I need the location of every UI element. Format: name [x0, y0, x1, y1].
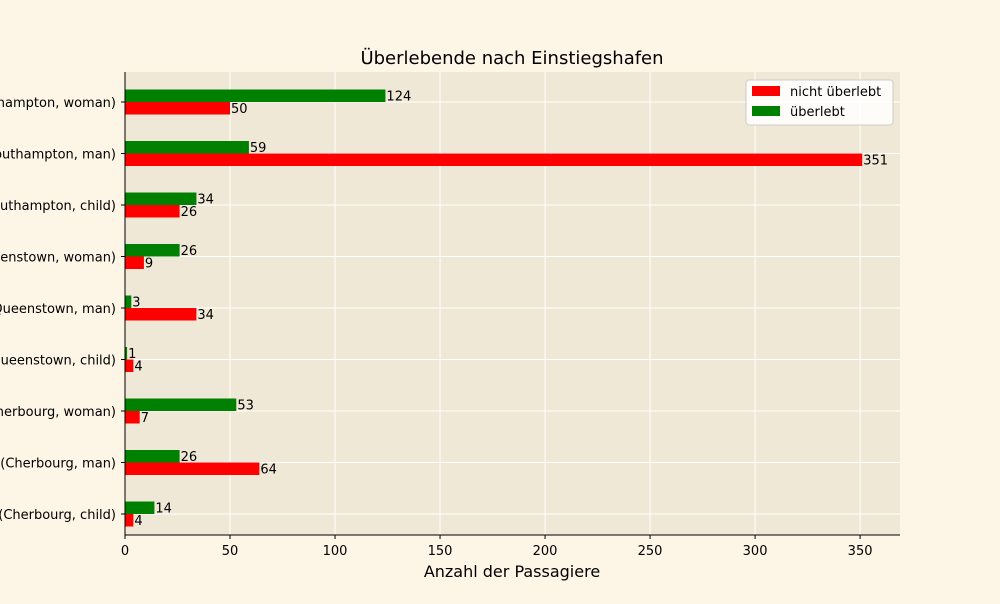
- y-tick-label: (Southampton, child): [0, 199, 116, 214]
- bar: [125, 256, 144, 269]
- bar-value-label: 26: [181, 205, 198, 220]
- bar-value-label: 64: [260, 463, 277, 478]
- x-tick-label: 0: [121, 544, 129, 559]
- bar: [125, 192, 197, 205]
- plot-background: [125, 72, 900, 535]
- bar: [125, 501, 155, 514]
- x-tick-label: 350: [848, 544, 873, 559]
- bar: [125, 205, 180, 218]
- bar: [125, 359, 134, 372]
- bar-value-label: 26: [181, 244, 198, 259]
- bar: [125, 398, 237, 411]
- legend: nicht überlebt überlebt: [745, 79, 894, 126]
- y-tick-label: (Southampton, woman): [0, 96, 116, 111]
- legend-box: [745, 79, 894, 126]
- bar-value-label: 53: [237, 399, 254, 414]
- bar-value-label: 50: [231, 102, 248, 117]
- bar-value-label: 34: [197, 193, 214, 208]
- x-tick-label: 200: [533, 544, 558, 559]
- bar-value-label: 7: [141, 411, 149, 426]
- bar: [125, 411, 140, 424]
- bar: [125, 141, 249, 154]
- chart-title: Überlebende nach Einstiegshafen: [360, 47, 663, 69]
- bar: [125, 462, 260, 475]
- bar-value-label: 59: [250, 141, 267, 156]
- bar: [125, 308, 197, 321]
- y-tick-label: (Queenstown, man): [0, 302, 116, 317]
- bar: [125, 89, 386, 102]
- legend-label: nicht überlebt: [790, 85, 881, 100]
- bar: [125, 514, 134, 527]
- x-tick-label: 150: [428, 544, 453, 559]
- y-tick-label: (Queenstown, child): [0, 354, 116, 369]
- bar-value-label: 351: [863, 154, 888, 169]
- y-tick-label: (Cherbourg, child): [0, 508, 116, 523]
- bar: [125, 295, 132, 308]
- bar-value-label: 34: [197, 308, 214, 323]
- bar-value-label: 1: [128, 347, 136, 362]
- y-tick-label: (Cherbourg, man): [0, 457, 116, 472]
- bar-value-label: 26: [181, 450, 198, 465]
- bar-value-label: 9: [145, 257, 153, 272]
- x-tick-label: 100: [323, 544, 348, 559]
- x-tick-label: 300: [743, 544, 768, 559]
- bar-value-label: 4: [134, 360, 142, 375]
- y-tick-label: (Southampton, man): [0, 148, 116, 163]
- bar: [125, 244, 180, 257]
- bar: [125, 450, 180, 463]
- legend-swatch: [752, 86, 780, 96]
- x-axis-label: Anzahl der Passagiere: [424, 562, 600, 581]
- y-tick-label: (Queenstown, woman): [0, 251, 116, 266]
- x-tick-label: 50: [222, 544, 239, 559]
- bar: [125, 153, 863, 166]
- legend-swatch: [752, 106, 780, 116]
- bar-value-label: 4: [134, 514, 142, 529]
- bar-value-label: 124: [386, 90, 411, 105]
- bar-value-label: 14: [155, 502, 172, 517]
- bar: [125, 347, 128, 360]
- bar-value-label: 3: [132, 296, 140, 311]
- x-tick-label: 250: [638, 544, 663, 559]
- bar: [125, 102, 231, 115]
- y-tick-label: (Cherbourg, woman): [0, 405, 116, 420]
- legend-label: überlebt: [790, 105, 845, 120]
- plot-area: [124, 72, 900, 535]
